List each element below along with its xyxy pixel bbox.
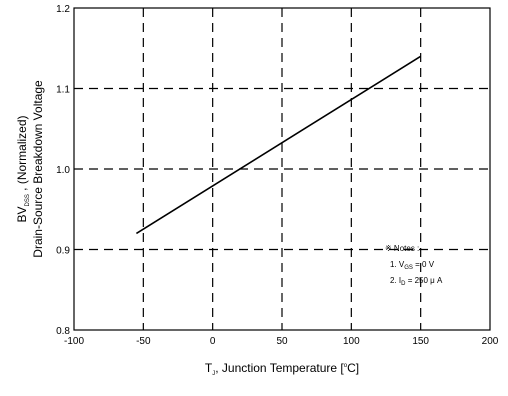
notes-line-2: 2. ID = 250 μ A bbox=[390, 276, 443, 287]
y-tick-label: 1.2 bbox=[56, 4, 70, 15]
notes-title: ※ Notes : bbox=[385, 244, 419, 253]
data-series bbox=[135, 55, 422, 235]
x-tick-label: 200 bbox=[482, 336, 499, 347]
y-tick-label: 0.8 bbox=[56, 326, 70, 337]
x-axis-label: TJ, Junction Temperature [oC] bbox=[205, 361, 359, 377]
plot-frame bbox=[73, 7, 491, 331]
grid-lines bbox=[74, 8, 490, 330]
x-tick-label: -50 bbox=[136, 336, 151, 347]
x-tick-label: -100 bbox=[64, 336, 84, 347]
x-tick-labels: -100 -50 0 50 100 150 200 bbox=[64, 336, 499, 347]
y-axis-label-line2: Drain-Source Breakdown Voltage bbox=[31, 80, 45, 258]
y-tick-label: 0.9 bbox=[56, 246, 70, 257]
x-tick-label: 50 bbox=[276, 336, 288, 347]
x-tick-label: 0 bbox=[210, 336, 216, 347]
y-tick-label: 1.0 bbox=[56, 165, 70, 176]
notes-annotation: ※ Notes : 1. VGS = 0 V 2. ID = 250 μ A bbox=[385, 244, 443, 287]
x-tick-label: 150 bbox=[412, 336, 429, 347]
series-line bbox=[135, 55, 422, 235]
x-tick-label: 100 bbox=[343, 336, 360, 347]
y-tick-label: 1.1 bbox=[56, 85, 70, 96]
y-axis-label-line1: BVDSS , (Normalized) bbox=[15, 115, 31, 222]
y-tick-labels: 0.8 0.9 1.0 1.1 1.2 bbox=[56, 4, 70, 337]
notes-line-1: 1. VGS = 0 V bbox=[390, 260, 435, 271]
